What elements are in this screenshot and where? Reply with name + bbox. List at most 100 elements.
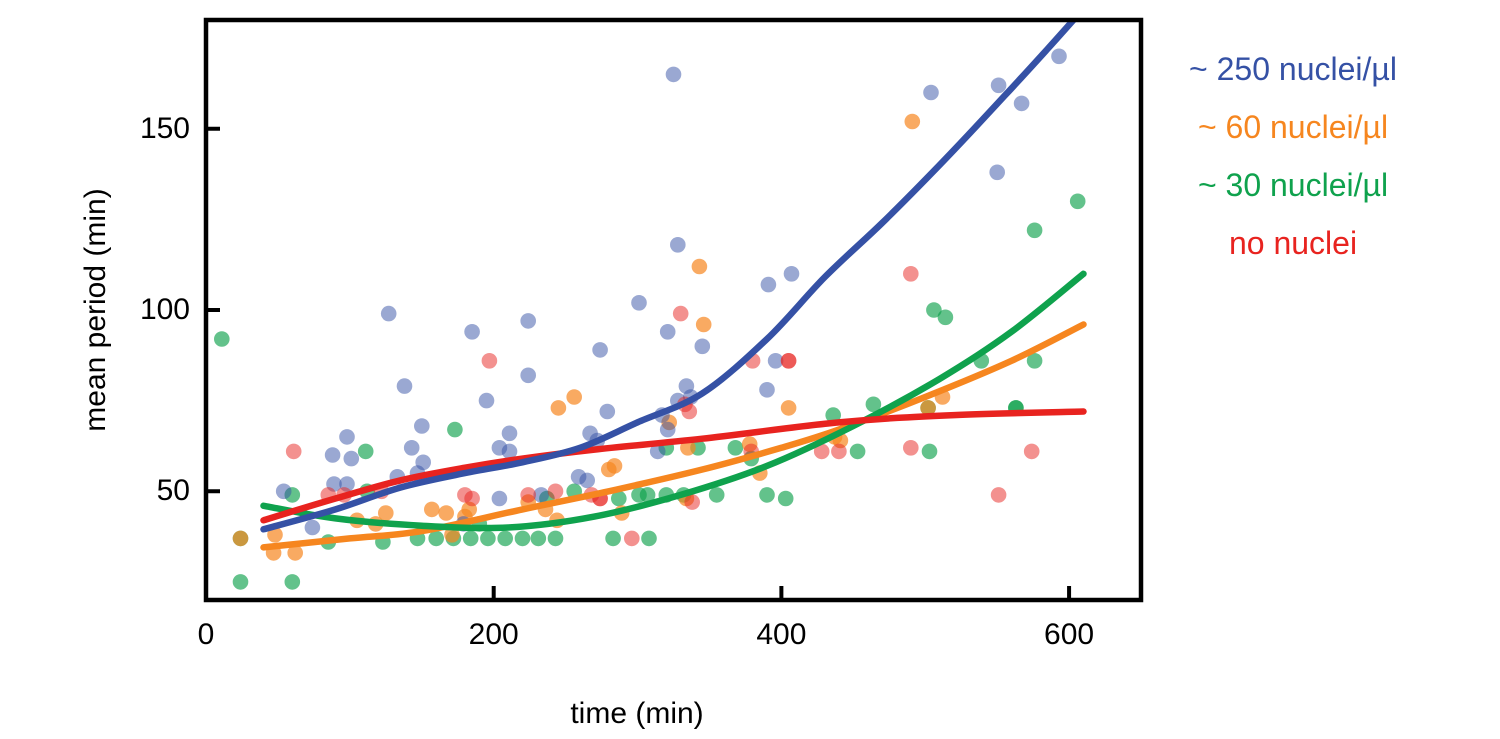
y-axis-title: mean period (min) xyxy=(79,188,112,432)
legend: ~ 250 nuclei/µl ~ 60 nuclei/µl ~ 30 nuclei… xyxy=(1128,40,1458,272)
legend-item-3: no nuclei xyxy=(1228,225,1358,261)
data-point xyxy=(501,425,518,442)
data-point xyxy=(904,113,921,130)
data-point xyxy=(641,530,657,547)
x-tick-label-600: 600 xyxy=(1044,618,1095,651)
data-point xyxy=(691,258,708,275)
data-point xyxy=(520,367,536,384)
data-point xyxy=(520,487,536,503)
fit-curve-series-2 xyxy=(260,270,1087,532)
data-point xyxy=(813,443,830,460)
data-point xyxy=(631,295,647,311)
data-point xyxy=(920,400,936,416)
data-point xyxy=(464,490,480,507)
data-point xyxy=(759,487,775,503)
data-point xyxy=(937,309,954,326)
data-point xyxy=(304,519,321,536)
data-point xyxy=(694,338,711,355)
data-point xyxy=(605,530,621,547)
data-point xyxy=(438,505,454,521)
data-point xyxy=(672,305,689,322)
data-point xyxy=(1026,353,1043,369)
data-point xyxy=(727,440,744,456)
data-point xyxy=(659,324,676,340)
data-point xyxy=(447,421,463,438)
scatter-series-0 xyxy=(275,48,1067,536)
data-point xyxy=(1023,443,1040,460)
data-point xyxy=(708,487,725,503)
data-point xyxy=(478,392,495,409)
data-point xyxy=(990,487,1007,503)
data-point xyxy=(921,443,938,460)
plot-frame xyxy=(203,17,1144,603)
data-point xyxy=(462,530,479,547)
data-point xyxy=(639,487,656,503)
data-point xyxy=(275,483,292,500)
data-point xyxy=(865,396,882,413)
data-point xyxy=(1069,193,1086,210)
data-point xyxy=(760,276,777,293)
fit-curve-series-1 xyxy=(260,321,1087,551)
data-point xyxy=(547,483,564,500)
data-point xyxy=(780,353,797,369)
data-point xyxy=(424,501,440,518)
data-point xyxy=(267,527,283,543)
data-point xyxy=(530,530,547,547)
data-point xyxy=(624,530,640,547)
data-point xyxy=(339,429,355,445)
data-point xyxy=(547,530,564,547)
data-point xyxy=(611,490,627,507)
data-point xyxy=(378,505,394,521)
data-point xyxy=(232,574,249,590)
data-point xyxy=(520,313,536,329)
data-point xyxy=(428,530,444,547)
data-point xyxy=(923,84,939,101)
data-point xyxy=(903,266,919,282)
data-point xyxy=(659,421,676,438)
legend-item-2: ~ 30 nuclei/µl xyxy=(1197,167,1389,203)
data-point xyxy=(357,443,374,460)
data-point xyxy=(550,400,567,416)
data-point xyxy=(926,302,942,318)
data-point xyxy=(396,378,413,394)
y-tick-label-100: 100 xyxy=(139,293,190,326)
x-tick-label-400: 400 xyxy=(756,618,807,651)
data-point xyxy=(1013,95,1030,112)
x-axis-title: time (min) xyxy=(570,697,704,730)
scatter-series-2 xyxy=(214,193,1086,590)
data-point xyxy=(592,342,608,358)
legend-item-0: ~ 250 nuclei/µl xyxy=(1189,51,1397,87)
x-tick-label-0: 0 xyxy=(197,618,215,651)
data-point xyxy=(695,316,712,333)
data-point xyxy=(343,450,360,467)
x-tick-label-200: 200 xyxy=(468,618,519,651)
data-point xyxy=(783,266,800,282)
fit-curve-series-0 xyxy=(260,20,1078,533)
data-point xyxy=(670,237,686,253)
data-point xyxy=(380,305,397,322)
data-point xyxy=(491,490,508,507)
data-point xyxy=(579,472,595,489)
data-point xyxy=(480,530,496,547)
data-point xyxy=(599,403,616,420)
legend-item-1: ~ 60 nuclei/µl xyxy=(1197,109,1389,145)
data-point xyxy=(780,400,797,416)
data-point xyxy=(903,440,919,456)
data-point xyxy=(415,454,431,471)
data-point xyxy=(232,530,249,547)
data-point xyxy=(649,443,666,460)
data-point xyxy=(214,331,230,347)
fit-curve-series-3 xyxy=(260,408,1087,524)
data-point xyxy=(665,66,682,83)
data-point xyxy=(1026,222,1043,239)
data-point xyxy=(566,389,582,405)
data-point xyxy=(990,77,1007,94)
data-point xyxy=(684,494,700,510)
data-point xyxy=(606,458,623,474)
data-point xyxy=(324,447,341,463)
y-tick-label-150: 150 xyxy=(139,111,190,145)
data-point xyxy=(464,324,480,340)
data-point xyxy=(989,164,1005,181)
data-point xyxy=(285,443,302,460)
